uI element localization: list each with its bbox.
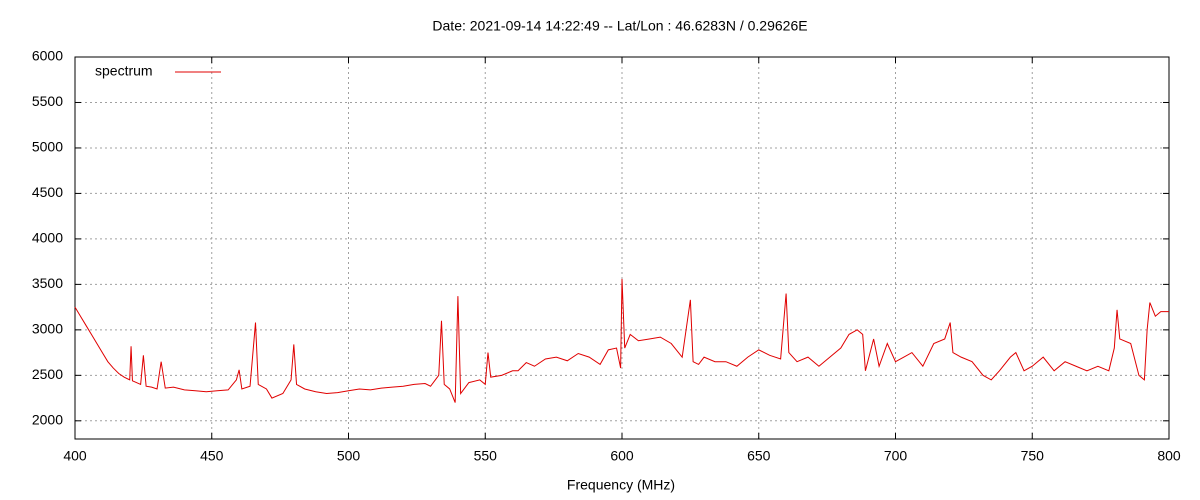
y-tick-label: 3000 <box>32 321 63 337</box>
y-tick-label: 6000 <box>32 48 63 64</box>
x-tick-label: 600 <box>610 448 634 464</box>
spectrum-line <box>74 278 1169 403</box>
plot-frame <box>74 56 1170 440</box>
x-tick-label: 550 <box>474 448 498 464</box>
y-tick-label: 2500 <box>32 366 63 382</box>
x-tick-label: 650 <box>747 448 771 464</box>
y-tick-label: 5000 <box>32 139 63 155</box>
x-tick-label: 800 <box>1157 448 1181 464</box>
y-tick-label: 4000 <box>32 230 63 246</box>
x-tick-label: 500 <box>337 448 361 464</box>
x-tick-label: 400 <box>63 448 87 464</box>
y-tick-label: 4500 <box>32 184 63 200</box>
chart-title: Date: 2021-09-14 14:22:49 -- Lat/Lon : 4… <box>432 18 807 34</box>
x-tick-label: 450 <box>200 448 224 464</box>
y-tick-label: 2000 <box>32 412 63 428</box>
legend-label: spectrum <box>95 63 153 79</box>
x-axis-label: Frequency (MHz) <box>567 477 675 493</box>
y-tick-label: 3500 <box>32 275 63 291</box>
x-tick-label: 750 <box>1021 448 1045 464</box>
y-tick-label: 5500 <box>32 93 63 109</box>
x-tick-label: 700 <box>884 448 908 464</box>
